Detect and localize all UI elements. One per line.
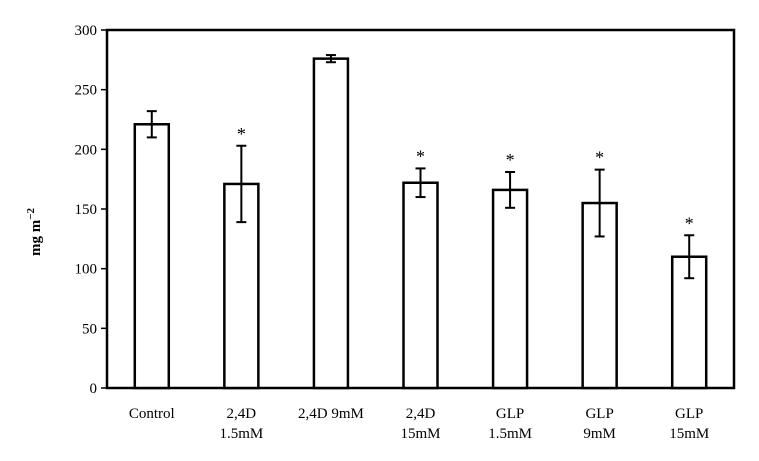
error-bar: [325, 54, 336, 64]
y-tick-label: 100: [75, 262, 98, 278]
error-bar: [415, 167, 426, 199]
bar: [402, 181, 439, 390]
x-tick-label: GLP 9mM: [583, 406, 616, 442]
significance-marker: *: [416, 146, 425, 166]
y-tick-label: 200: [75, 142, 98, 158]
significance-markers: * * * * *: [237, 124, 694, 234]
y-tick-label: 300: [75, 23, 98, 39]
bar-series: [133, 57, 708, 390]
x-tick-label: 2,4D 15mM: [400, 406, 440, 442]
y-tick-label: 50: [82, 321, 97, 337]
bar: [491, 188, 529, 390]
y-tick-label: 250: [75, 83, 98, 99]
error-bars: [146, 54, 695, 280]
y-tick-label: 0: [90, 381, 98, 397]
significance-marker: *: [237, 124, 246, 144]
error-bar: [236, 144, 247, 224]
significance-marker: *: [506, 150, 515, 170]
bar: [312, 57, 350, 390]
x-tick-label: 2,4D 1.5mM: [219, 406, 263, 442]
significance-marker: *: [595, 148, 604, 168]
error-bar: [684, 234, 695, 280]
y-tick-label: 150: [75, 202, 98, 218]
x-tick-label: GLP 1.5mM: [488, 406, 532, 442]
x-tick-label: Control: [129, 406, 175, 422]
y-axis-label: mg m−2: [25, 207, 44, 256]
x-axis: Control 2,4D 1.5mM 2,4D 9mM 2,4D 15mM GLP 1.5mM…: [129, 406, 709, 442]
error-bar: [594, 168, 605, 238]
y-axis: 0 50 100 150 200 250 300: [75, 23, 107, 397]
error-bar: [505, 171, 516, 209]
x-tick-label: GLP 15mM: [669, 406, 709, 442]
significance-marker: *: [685, 213, 694, 233]
error-bar: [146, 110, 157, 139]
x-tick-label: 2,4D 9mM: [298, 406, 364, 422]
bar: [133, 123, 171, 390]
